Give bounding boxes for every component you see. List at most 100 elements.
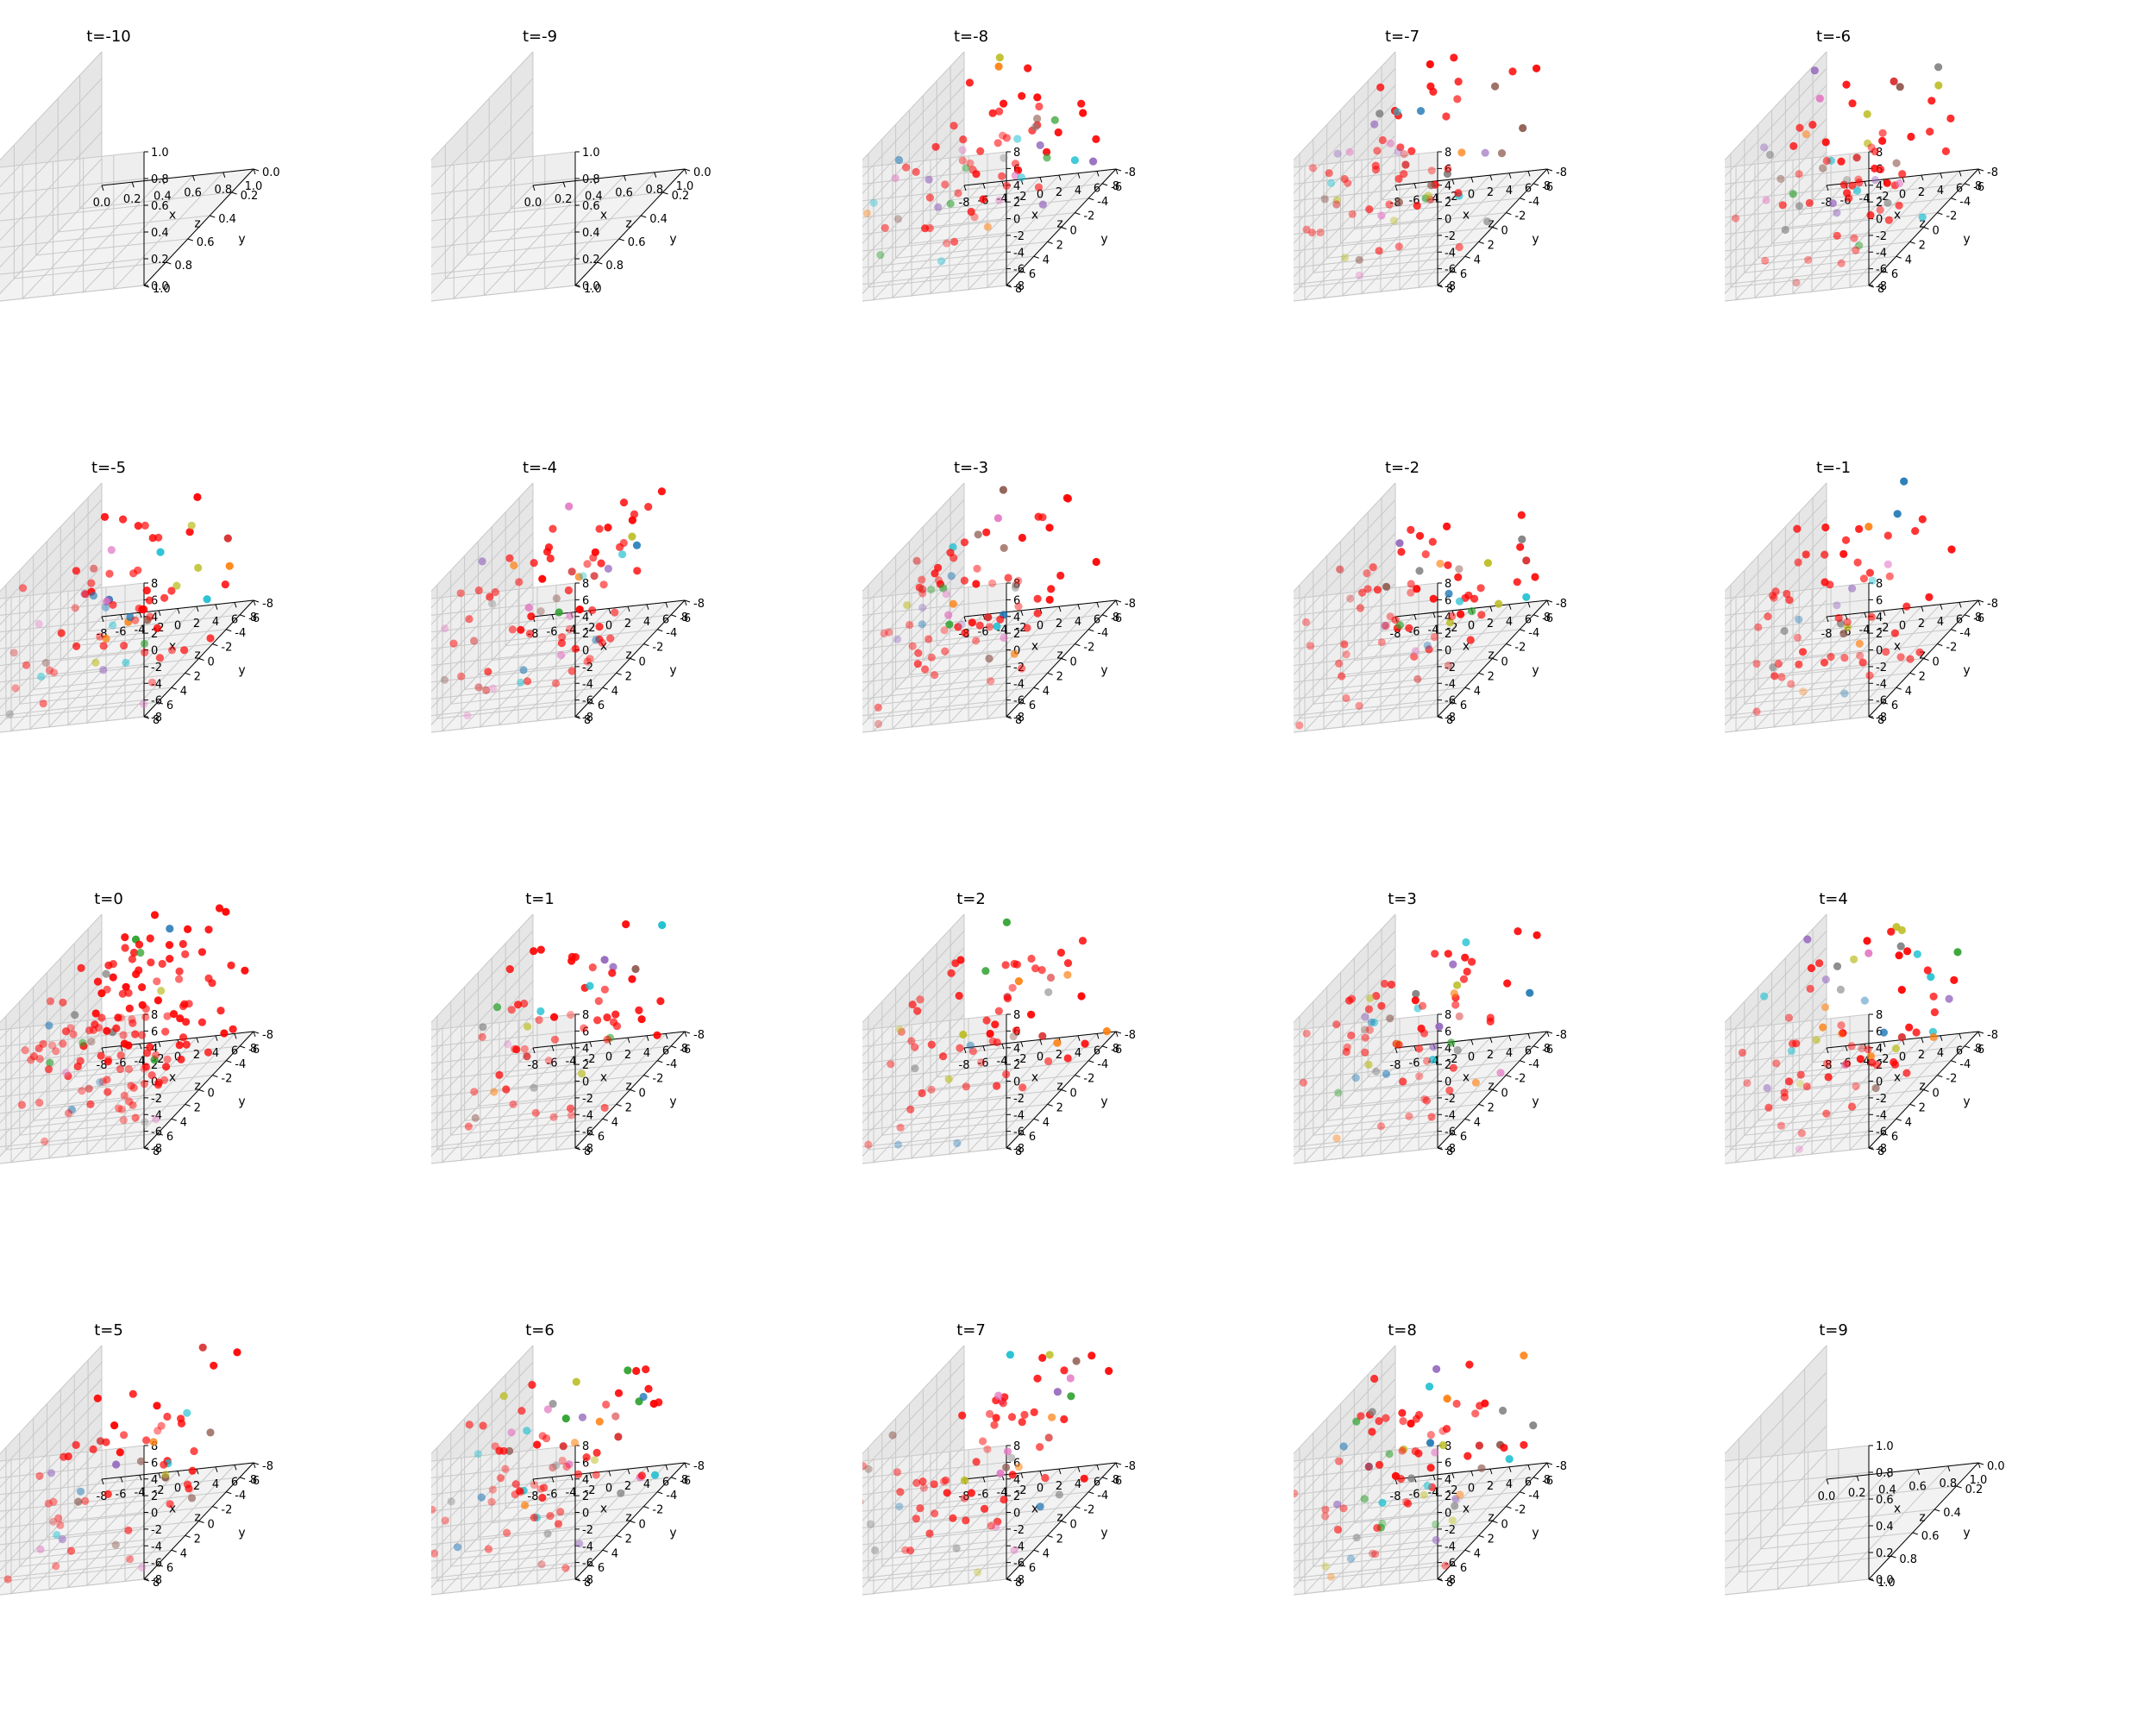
x-tick-mark [1977,599,1981,606]
scatter-point [74,1497,83,1506]
x-tick-mark [1546,1462,1550,1469]
scatter-point [431,1549,439,1558]
scatter-point [911,1064,919,1073]
scatter-point [1425,1383,1434,1391]
y-axis-label: y [669,233,676,247]
scatter-point [650,1471,660,1479]
scatter-point [1445,618,1455,627]
y-tick-mark [1101,183,1108,186]
z-axis-label: z [1919,217,1925,231]
scatter-point [552,1461,561,1470]
scatter-point [945,620,954,629]
x-tick-label: 2 [624,1049,631,1062]
z-tick-label: 4 [151,1043,158,1056]
z-tick-label: 4 [1876,180,1883,193]
y-axis-label: y [1963,1095,1970,1109]
z-tick-label: -4 [1013,678,1025,691]
x-axis-label: x [1463,1502,1470,1516]
scatter-point [1902,602,1911,611]
grid-z [431,931,576,1047]
scatter-point [1092,135,1100,143]
scatter-point [1884,216,1893,224]
scatter-point [153,977,161,986]
scatter-point [554,1520,563,1528]
subplot-title: t=5 [94,1321,123,1339]
subplot-t=-1: t=-1-8-6-4-202468-8-6-4-202468-8-6-4-202… [1725,431,2156,862]
scatter-point [1320,195,1329,204]
scatter-point [895,1502,904,1511]
scatter-point [617,1489,625,1497]
y-tick-label: 2 [1488,239,1495,252]
scatter-point [1854,175,1863,184]
scatter-point [1089,157,1098,166]
scatter-point [511,1490,519,1499]
scatter-point [574,1470,583,1478]
scatter-point [119,515,128,524]
x-tick-mark [684,599,687,606]
x-tick-mark [1058,1468,1062,1475]
scatter-point [487,1497,496,1506]
scatter-point [1807,963,1815,973]
y-tick-mark [1115,168,1122,172]
scatter-point [972,637,981,645]
y-tick-mark [1909,241,1915,244]
grid-z [0,599,145,717]
x-tick-mark [1020,1472,1024,1479]
x-tick-mark [1096,171,1100,177]
scatter-point [1837,157,1846,166]
scatter-point [1036,1502,1044,1511]
scatter-point [1821,138,1830,147]
scatter-point [1357,1412,1365,1421]
scatter-point [1378,1519,1387,1527]
y-tick-mark [1546,599,1553,603]
y-tick-label: -4 [666,1058,677,1071]
scatter-point [1373,1523,1382,1533]
scatter-point [524,603,533,612]
scatter-point [611,1010,620,1019]
z-tick-label: 8 [1445,147,1451,160]
scatter-point [1871,164,1879,172]
scatter-point [1815,959,1824,968]
y-tick-mark [1061,658,1067,661]
scatter-point [27,1056,35,1064]
y-tick-mark [618,238,624,242]
scatter-point [551,679,561,687]
x-tick-mark [1451,1472,1455,1479]
grid-z [431,131,576,248]
scatter-point [1342,693,1351,703]
z-tick-label: 0 [1445,1508,1451,1521]
grid-z [862,1047,1007,1164]
scatter-point [911,1043,919,1051]
grid-z [862,118,1007,235]
scatter-point [934,563,943,572]
y-tick-label: 0 [1933,656,1940,669]
x-tick-mark [1432,612,1436,618]
y-tick-label: -8 [1556,1460,1567,1473]
x-tick-label: 0 [1899,1051,1906,1064]
scatter-point [1078,937,1087,945]
scatter-point [1431,1448,1439,1457]
scatter-point [141,648,149,657]
y-tick-mark [630,1521,636,1523]
scatter-point [571,953,580,962]
x-tick-label: 0.4 [1878,1484,1896,1496]
scatter-point [1803,935,1812,944]
scatter-point [1818,164,1827,172]
scatter-point [583,560,592,568]
grid-z [431,1395,576,1512]
x-tick-mark [963,1047,967,1054]
scatter-point [1356,604,1364,612]
scatter-point [960,1494,968,1502]
grid-z [862,168,1007,285]
y-tick-label: 0.8 [1899,1553,1917,1566]
y-tick-label: -6 [680,612,691,625]
x-tick-mark [101,616,104,623]
scatter-point [1368,1427,1376,1436]
scatter-point [1911,527,1920,536]
y-tick-mark [670,1045,677,1049]
subplot-title: t=2 [956,890,986,908]
y-tick-label: -6 [1542,1475,1553,1488]
scatter-point [1859,574,1868,583]
scatter-point [1011,171,1019,180]
scatter-point [120,1091,128,1100]
